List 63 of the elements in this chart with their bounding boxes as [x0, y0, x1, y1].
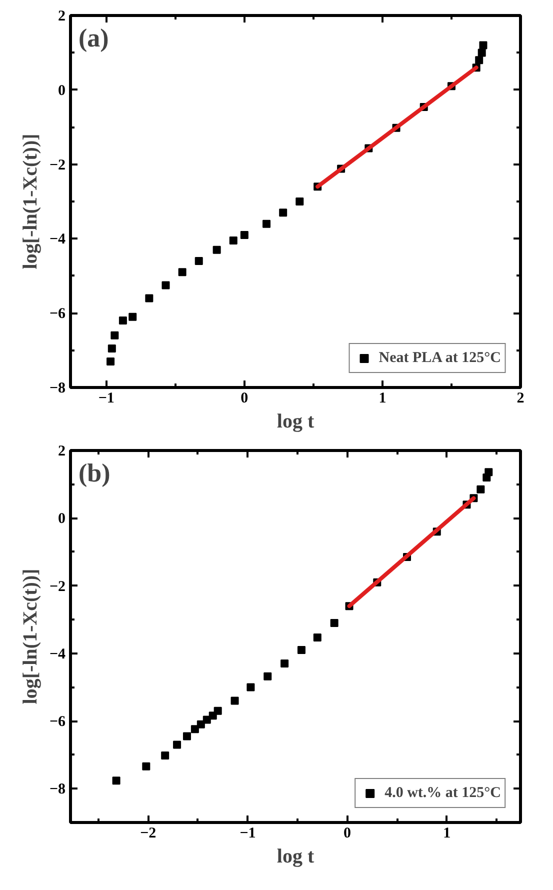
point	[230, 696, 239, 705]
y-tick-label: 0	[58, 511, 66, 528]
x-axis-title: log t	[276, 846, 314, 868]
point	[182, 732, 191, 740]
x-tick-label: −1	[240, 826, 256, 842]
point	[212, 246, 221, 254]
y-axis-title: log[-ln(1-Xc(t))]	[19, 568, 42, 704]
point	[313, 634, 322, 642]
y-tick-label: −8	[49, 782, 66, 798]
point	[240, 230, 248, 239]
point	[262, 220, 271, 228]
point	[194, 257, 203, 266]
y-tick-label: −4	[49, 646, 66, 662]
y-tick-label: −2	[49, 157, 66, 174]
x-tick-label: 0	[240, 390, 248, 406]
x-axis-title: log t	[276, 410, 314, 432]
point	[110, 331, 119, 340]
point	[161, 752, 170, 760]
point	[108, 344, 116, 352]
point	[142, 762, 150, 770]
y-tick-label: 2	[58, 444, 66, 460]
annotation: (a)	[78, 24, 109, 52]
x-tick-label: 1	[443, 826, 451, 842]
x-tick-label: 1	[378, 390, 386, 406]
point	[178, 268, 186, 276]
point	[296, 198, 304, 206]
point	[479, 41, 488, 50]
y-tick-label: 2	[58, 8, 66, 24]
point	[106, 357, 115, 366]
point	[476, 485, 485, 494]
point	[246, 683, 255, 692]
legend-label: 4.0 wt.% at 125°C	[384, 784, 501, 802]
y-tick-label: −6	[49, 306, 66, 322]
point	[128, 312, 137, 321]
point	[145, 294, 154, 302]
x-tick-label: −1	[98, 390, 114, 406]
point	[229, 236, 238, 245]
y-tick-label: −2	[49, 578, 66, 595]
point	[173, 740, 182, 749]
point	[162, 281, 170, 290]
point	[475, 56, 484, 64]
y-tick-label: 0	[58, 82, 66, 99]
y-tick-label: −4	[49, 232, 66, 248]
x-tick-label: −2	[140, 826, 156, 842]
x-tick-label: 2	[516, 390, 524, 406]
annotation: (b)	[78, 458, 110, 488]
point	[484, 468, 493, 476]
point	[264, 672, 272, 680]
point	[279, 208, 288, 217]
y-axis-title: log[-ln(1-Xc(t))]	[19, 134, 42, 270]
legend-label: Neat PLA at 125°C	[378, 350, 501, 366]
y-tick-label: −6	[49, 714, 66, 730]
x-tick-label: 0	[344, 826, 352, 842]
y-tick-label: −8	[49, 380, 66, 396]
point	[118, 316, 127, 325]
point	[330, 618, 338, 627]
point	[190, 725, 199, 734]
point	[280, 660, 289, 668]
point	[112, 776, 120, 785]
point	[297, 646, 306, 654]
point	[196, 720, 205, 728]
point	[214, 706, 222, 715]
point	[478, 48, 486, 57]
